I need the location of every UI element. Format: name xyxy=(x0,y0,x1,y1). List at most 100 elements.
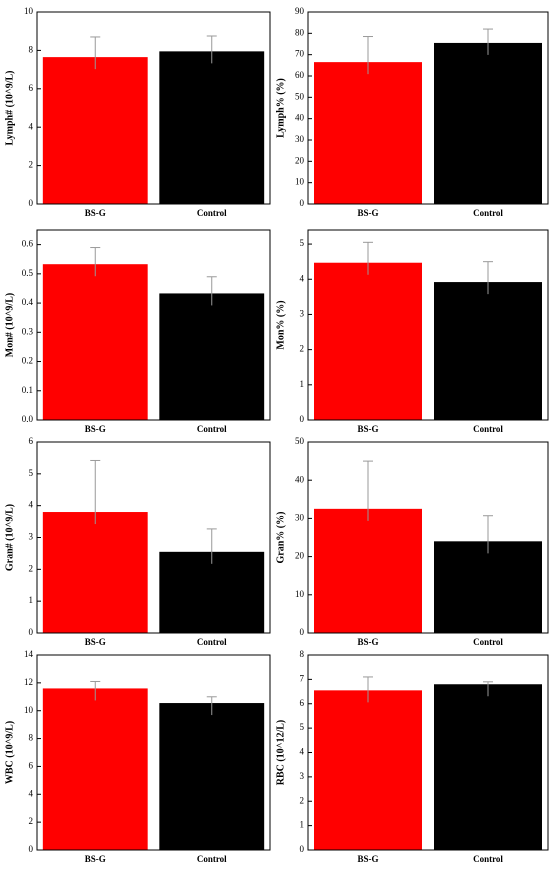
x-tick-label: BS-G xyxy=(357,424,378,434)
y-tick-label: 10 xyxy=(295,177,305,187)
y-tick-label: 60 xyxy=(295,70,305,80)
plot-frame xyxy=(307,441,549,634)
y-tick-label: 0.3 xyxy=(22,326,34,336)
bar xyxy=(434,282,542,420)
y-tick-label: 30 xyxy=(295,512,305,522)
y-axis-label: Gran% (%) xyxy=(275,512,286,564)
y-tick-label: 6 xyxy=(300,698,305,708)
plot-frame xyxy=(307,11,549,205)
y-axis-label: Lymph% (%) xyxy=(275,78,286,138)
y-tick-label: 0 xyxy=(300,627,305,637)
y-axis-label: Mon# (10^9/L) xyxy=(4,293,15,357)
y-tick-label: 2 xyxy=(29,563,34,573)
plot-frame xyxy=(307,654,549,851)
x-tick-label: Control xyxy=(197,637,227,647)
bar xyxy=(42,512,148,633)
y-tick-label: 0 xyxy=(300,198,305,208)
y-tick-label: 2 xyxy=(300,344,305,354)
y-tick-label: 5 xyxy=(300,722,305,732)
y-axis-label: Gran# (10^9/L) xyxy=(4,504,15,571)
bar xyxy=(434,684,542,850)
y-tick-label: 1 xyxy=(29,595,34,605)
x-tick-label: BS-G xyxy=(85,424,106,434)
y-tick-label: 40 xyxy=(295,474,305,484)
y-tick-label: 20 xyxy=(295,155,305,165)
x-tick-label: BS-G xyxy=(357,637,378,647)
x-tick-label: BS-G xyxy=(357,854,378,864)
bar xyxy=(314,262,422,420)
y-tick-label: 10 xyxy=(24,705,34,715)
y-tick-label: 80 xyxy=(295,27,305,37)
y-tick-label: 4 xyxy=(29,500,34,510)
y-tick-label: 4 xyxy=(300,273,305,283)
y-tick-label: 8 xyxy=(29,733,34,743)
y-tick-label: 1 xyxy=(300,379,305,389)
y-axis-label: Mon% (%) xyxy=(275,300,286,349)
y-tick-label: 2 xyxy=(29,160,34,170)
y-tick-label: 6 xyxy=(29,760,34,770)
bar xyxy=(159,51,265,204)
plot-frame xyxy=(36,441,271,634)
y-tick-label: 90 xyxy=(295,6,305,16)
bar xyxy=(42,688,148,850)
y-tick-label: 1 xyxy=(300,820,305,830)
y-tick-label: 0 xyxy=(300,414,305,424)
y-axis-label: RBC (10^12/L) xyxy=(275,720,286,786)
x-tick-label: Control xyxy=(473,424,503,434)
bar xyxy=(42,264,148,420)
bar xyxy=(314,690,422,850)
y-tick-label: 0.2 xyxy=(22,356,33,366)
y-tick-label: 3 xyxy=(300,309,305,319)
bar xyxy=(314,62,422,205)
x-tick-label: BS-G xyxy=(85,208,106,218)
y-tick-label: 0 xyxy=(29,198,34,208)
plot-frame xyxy=(36,229,271,421)
y-tick-label: 8 xyxy=(29,44,34,54)
bar xyxy=(42,57,148,205)
y-tick-label: 50 xyxy=(295,91,305,101)
y-tick-label: 20 xyxy=(295,551,305,561)
y-tick-label: 30 xyxy=(295,134,305,144)
y-tick-label: 3 xyxy=(300,771,305,781)
y-tick-label: 0.4 xyxy=(22,297,34,307)
y-tick-label: 5 xyxy=(29,468,34,478)
x-tick-label: Control xyxy=(197,208,227,218)
y-tick-label: 6 xyxy=(29,436,34,446)
bar xyxy=(314,508,422,633)
plot-frame xyxy=(36,11,271,205)
x-tick-label: BS-G xyxy=(85,854,106,864)
y-axis-label: WBC (10^9/L) xyxy=(4,721,15,784)
bar xyxy=(159,293,265,420)
y-tick-label: 70 xyxy=(295,49,305,59)
bar xyxy=(159,703,265,850)
x-tick-label: BS-G xyxy=(357,208,378,218)
y-tick-label: 12 xyxy=(24,677,33,687)
y-tick-label: 6 xyxy=(29,83,34,93)
y-tick-label: 14 xyxy=(24,649,34,659)
y-tick-label: 0 xyxy=(300,844,305,854)
y-tick-label: 5 xyxy=(300,238,305,248)
y-tick-label: 7 xyxy=(300,673,305,683)
y-tick-label: 0.5 xyxy=(22,268,34,278)
x-tick-label: Control xyxy=(197,424,227,434)
y-tick-label: 4 xyxy=(300,747,305,757)
y-tick-label: 0 xyxy=(29,844,34,854)
y-tick-label: 10 xyxy=(295,589,305,599)
y-axis-label: Lymph# (10^9/L) xyxy=(4,71,15,146)
y-tick-label: 10 xyxy=(24,6,34,16)
y-tick-label: 40 xyxy=(295,113,305,123)
y-tick-label: 2 xyxy=(300,795,305,805)
y-tick-label: 3 xyxy=(29,532,34,542)
y-tick-label: 0.1 xyxy=(22,385,33,395)
x-tick-label: Control xyxy=(473,637,503,647)
plot-frame xyxy=(307,229,549,421)
y-tick-label: 0.0 xyxy=(22,414,34,424)
y-tick-label: 50 xyxy=(295,436,305,446)
y-tick-label: 4 xyxy=(29,121,34,131)
x-tick-label: Control xyxy=(473,854,503,864)
bar xyxy=(434,541,542,633)
x-tick-label: BS-G xyxy=(85,637,106,647)
x-tick-label: Control xyxy=(197,854,227,864)
